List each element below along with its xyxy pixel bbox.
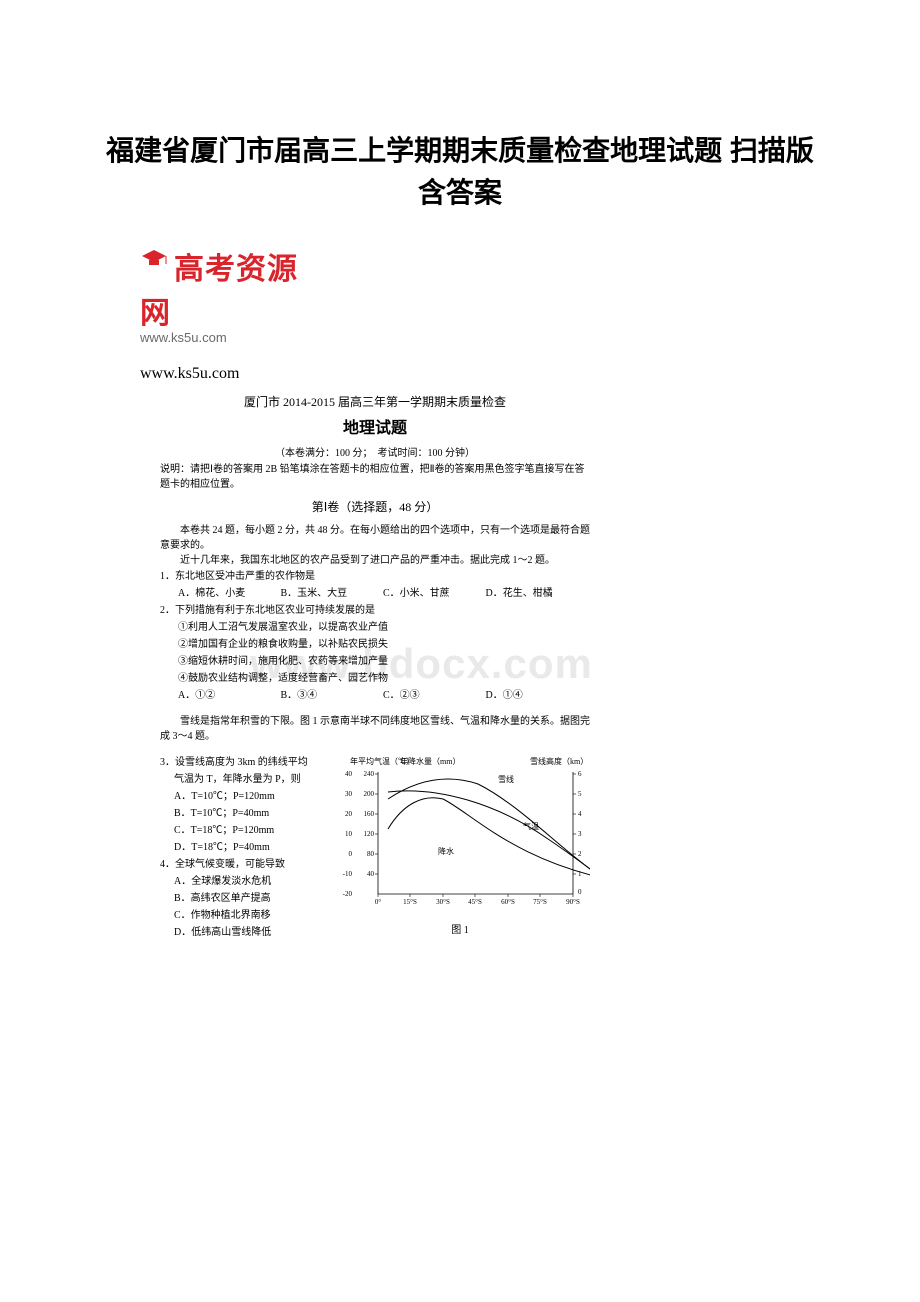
plain-url: www.ks5u.com [140,365,920,383]
left-column: 3．设雪线高度为 3km 的纬线平均 气温为 T，年降水量为 P，则 A．T=1… [160,754,320,941]
page-title: 福建省厦门市届高三上学期期末质量检查地理试题 扫描版含答案 [0,0,920,224]
q4-opt-a: A．全球爆发淡水危机 [160,873,320,890]
exam-subtitle: （本卷满分：100 分； 考试时间：100 分钟） [160,446,590,462]
logo-row: 高考资源网 [140,244,320,332]
q2-opt-b: B．③④ [281,687,381,704]
svg-text:75°S: 75°S [533,898,547,906]
question-3-stem-b: 气温为 T，年降水量为 P，则 [160,771,320,788]
q2-opt-a: A．①② [178,687,278,704]
svg-text:200: 200 [364,790,375,798]
svg-text:0°: 0° [375,898,382,906]
q1-opt-d: D．花生、柑橘 [486,585,586,602]
svg-text:-20: -20 [343,890,353,898]
svg-text:120: 120 [364,830,375,838]
question-3-stem-a: 3．设雪线高度为 3km 的纬线平均 [160,754,320,771]
question-2-options: A．①② B．③④ C．②③ D．①④ [160,687,590,704]
svg-text:4: 4 [578,810,582,818]
passage-2: 雪线是指常年积雪的下限。图 1 示意南半球不同纬度地区雪线、气温和降水量的关系。… [160,714,590,744]
svg-text:0: 0 [349,850,353,858]
svg-text:30: 30 [345,790,353,798]
logo-block: 高考资源网 www.ks5u.com [140,244,320,345]
svg-text:0: 0 [578,888,582,896]
q2-opt-d: D．①④ [486,687,586,704]
q3-opt-c: C．T=18℃；P=120mm [160,822,320,839]
logo-url: www.ks5u.com [140,330,320,345]
svg-text:45°S: 45°S [468,898,482,906]
question-2-stem: 2．下列措施有利于东北地区农业可持续发展的是 [160,602,590,619]
svg-text:6: 6 [578,770,582,778]
svg-text:10: 10 [345,830,353,838]
q2-item-3: ③缩短休耕时间，施用化肥、农药等来增加产量 [160,653,590,670]
q4-opt-b: B．高纬农区单产提高 [160,890,320,907]
svg-text:60°S: 60°S [501,898,515,906]
q4-opt-c: C．作物种植北界南移 [160,907,320,924]
svg-text:-10: -10 [343,870,353,878]
svg-text:3: 3 [578,830,582,838]
q1-opt-a: A．棉花、小麦 [178,585,278,602]
label-temp: 气温 [523,821,539,831]
question-1-options: A．棉花、小麦 B．玉米、大豆 C．小米、甘蔗 D．花生、柑橘 [160,585,590,602]
q1-opt-b: B．玉米、大豆 [281,585,381,602]
question-4-stem: 4．全球气候变暖，可能导致 [160,856,320,873]
svg-text:160: 160 [364,810,375,818]
exam-note: 说明：请把Ⅰ卷的答案用 2B 铅笔填涂在答题卡的相应位置，把Ⅱ卷的答案用黑色签字… [160,462,590,492]
y3-axis-label: 雪线高度（km） [530,756,588,766]
q3-q4-block: 3．设雪线高度为 3km 的纬线平均 气温为 T，年降水量为 P，则 A．T=1… [160,754,590,941]
q4-opt-d: D．低纬高山雪线降低 [160,924,320,941]
q2-item-1: ①利用人工沼气发展温室农业，以提高农业产值 [160,619,590,636]
section-1-intro: 本卷共 24 题，每小题 2 分，共 48 分。在每小题给出的四个选项中，只有一… [160,523,590,553]
passage-1: 近十几年来，我国东北地区的农产品受到了进口产品的严重冲击。据此完成 1～2 题。 [160,553,590,568]
q3-opt-d: D．T=18℃；P=40mm [160,839,320,856]
exam-body: 厦门市 2014-2015 届高三年第一学期期末质量检查 地理试题 （本卷满分：… [160,393,590,941]
figure-1-chart: 年平均气温（℃） 年降水量（mm） 雪线高度（km） 40 30 20 10 0… [330,754,590,939]
q1-opt-c: C．小米、甘蔗 [383,585,483,602]
svg-text:15°S: 15°S [403,898,417,906]
y2-axis-label: 年降水量（mm） [400,756,460,766]
graduation-cap-icon [140,248,168,268]
svg-text:20: 20 [345,810,353,818]
svg-text:40: 40 [345,770,353,778]
chart-svg: 年平均气温（℃） 年降水量（mm） 雪线高度（km） 40 30 20 10 0… [330,754,590,914]
q2-opt-c: C．②③ [383,687,483,704]
q3-opt-b: B．T=10℃；P=40mm [160,805,320,822]
svg-text:2: 2 [578,850,582,858]
svg-text:240: 240 [364,770,375,778]
figure-1-caption: 图 1 [330,923,590,939]
svg-text:5: 5 [578,790,582,798]
q3-opt-a: A．T=10℃；P=120mm [160,788,320,805]
q2-item-2: ②增加国有企业的粮食收购量，以补贴农民损失 [160,636,590,653]
exam-title: 地理试题 [160,416,590,442]
label-snowline: 雪线 [498,774,514,784]
section-1-title: 第Ⅰ卷（选择题，48 分） [160,498,590,517]
q2-item-4: ④鼓励农业结构调整，适度经营畜产、园艺作物 [160,670,590,687]
svg-text:90°S: 90°S [566,898,580,906]
svg-text:80: 80 [367,850,375,858]
label-precip: 降水 [438,846,454,856]
svg-text:40: 40 [367,870,375,878]
svg-text:30°S: 30°S [436,898,450,906]
exam-header: 厦门市 2014-2015 届高三年第一学期期末质量检查 [160,393,590,412]
question-1-stem: 1．东北地区受冲击严重的农作物是 [160,568,590,585]
